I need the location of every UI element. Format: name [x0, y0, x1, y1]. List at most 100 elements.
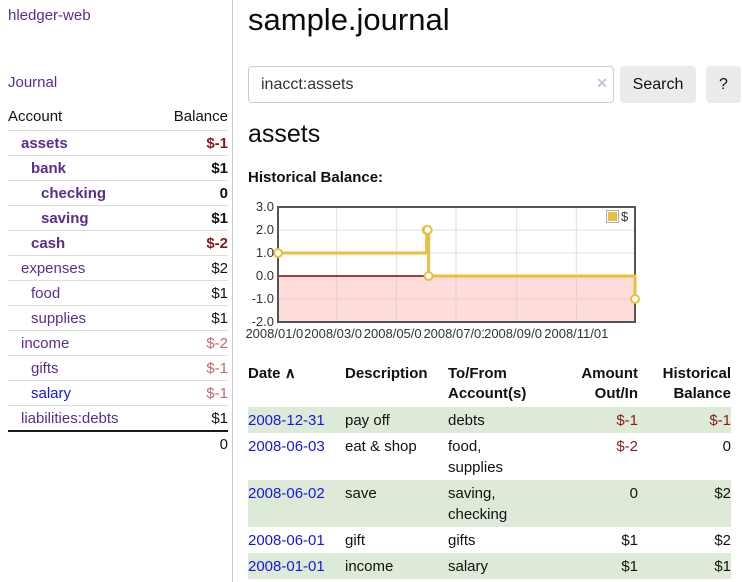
clear-search-icon[interactable]: ×	[596, 73, 608, 93]
legend-swatch-icon	[606, 210, 619, 223]
account-balance: $1	[211, 209, 228, 227]
account-balance: $2	[211, 259, 228, 277]
account-link-food[interactable]: food	[31, 284, 61, 302]
transaction-accounts: food, supplies	[448, 438, 504, 476]
transaction-description: eat & shop	[345, 438, 417, 455]
account-heading: assets	[248, 120, 321, 148]
account-row: bank $1	[8, 155, 228, 180]
account-row: cash $-2	[8, 230, 228, 255]
account-link-checking[interactable]: checking	[41, 184, 107, 202]
transaction-accounts: gifts	[448, 532, 476, 549]
account-balance: $-1	[206, 384, 228, 402]
accounts-total-value: 0	[219, 436, 228, 453]
sort-asc-icon: ∧	[284, 365, 296, 382]
account-row: assets $-1	[8, 130, 228, 155]
account-link-salary[interactable]: salary	[31, 384, 72, 402]
x-axis-tick-label: 2008/01/01	[245, 326, 311, 341]
account-balance: $-1	[206, 134, 228, 152]
account-link-bank[interactable]: bank	[31, 159, 67, 177]
accounts-table-header: Account Balance	[8, 108, 228, 130]
account-link-assets[interactable]: assets	[21, 134, 68, 152]
x-axis-tick-label: 2008/05/01	[363, 326, 430, 341]
accounts-header-account: Account	[8, 108, 63, 125]
account-link-saving[interactable]: saving	[41, 209, 89, 227]
sidebar: hledger-web Journal Account Balance asse…	[0, 0, 233, 582]
transaction-amount: 0	[552, 480, 638, 527]
help-button[interactable]: ?	[706, 66, 741, 103]
transaction-description: pay off	[345, 407, 448, 433]
transaction-date-link[interactable]: 2008-06-02	[248, 485, 325, 502]
register-row: 2008-01-01 income salary $1 $1	[248, 553, 731, 579]
y-axis-tick-label: 1.0	[255, 245, 274, 260]
account-link-income[interactable]: income	[21, 334, 70, 352]
transaction-date-link[interactable]: 2008-12-31	[248, 412, 325, 429]
column-header-accounts: To/From Account(s)	[448, 365, 527, 402]
sidebar-item-journal[interactable]: Journal	[8, 74, 58, 91]
accounts-total-row: 0	[8, 430, 228, 457]
transaction-description: save	[345, 480, 448, 527]
transaction-date-link[interactable]: 2008-06-03	[248, 438, 325, 455]
legend-label: $	[621, 209, 629, 224]
transaction-balance: 0	[722, 438, 731, 455]
search-button[interactable]: Search	[620, 66, 696, 103]
account-row: checking 0	[8, 180, 228, 205]
account-link-gifts[interactable]: gifts	[31, 359, 59, 377]
x-axis-tick-label: 2008/07/01	[423, 326, 489, 341]
register-row: 2008-12-31 pay off debts $-1 $-1	[248, 407, 731, 433]
account-row: food $1	[8, 280, 228, 305]
transaction-date-link[interactable]: 2008-06-01	[248, 532, 325, 549]
transaction-accounts: saving, checking	[448, 480, 552, 527]
transaction-balance: $2	[714, 532, 731, 549]
y-axis-tick-label: -2.0	[251, 314, 274, 329]
brand-link[interactable]: hledger-web	[8, 7, 91, 24]
register-row: 2008-06-03 eat & shop food, supplies $-2 0	[248, 433, 731, 480]
column-header-description: Description	[345, 365, 428, 382]
account-row: gifts $-1	[8, 355, 228, 380]
account-balance: $1	[211, 284, 228, 302]
chart-legend: $	[606, 209, 628, 224]
account-row: salary $-1	[8, 380, 228, 405]
search-input[interactable]	[248, 66, 614, 103]
account-balance: 0	[219, 184, 228, 202]
account-balance: $1	[211, 409, 228, 427]
y-axis-tick-label: 0.0	[255, 268, 274, 283]
balance-chart: 3.0 2.0 1.0 0.0 -1.0 -2.0 2008/01/01 2008/03/01…	[245, 199, 742, 348]
account-balance: $1	[211, 309, 228, 327]
x-axis-tick-label: 2008/09/01	[483, 326, 550, 341]
transaction-amount: $-2	[616, 438, 638, 455]
transaction-balance: $-1	[638, 407, 731, 433]
account-balance: $1	[211, 159, 228, 177]
account-link-liabilities-debts[interactable]: liabilities:debts	[21, 409, 119, 427]
account-row: liabilities:debts $1	[8, 405, 228, 430]
column-header-date[interactable]: Date ∧	[248, 365, 296, 382]
chart-plot-area	[273, 206, 640, 323]
register-header-row: Date ∧ Description To/From Account(s) Am…	[248, 364, 731, 407]
account-balance: $-1	[206, 359, 228, 377]
account-row: saving $1	[8, 205, 228, 230]
register-table: Date ∧ Description To/From Account(s) Am…	[248, 364, 731, 579]
account-row: supplies $1	[8, 305, 228, 330]
x-axis-tick-label: 2008/11/01	[543, 326, 610, 341]
column-header-amount: Amount Out/In	[581, 365, 638, 402]
account-link-cash[interactable]: cash	[31, 234, 66, 252]
account-balance: $-2	[206, 234, 228, 252]
transaction-date-link[interactable]: 2008-01-01	[248, 558, 325, 575]
transaction-description: income	[345, 553, 448, 579]
transaction-accounts: debts	[448, 407, 552, 433]
page-title: sample.journal	[248, 2, 450, 37]
y-axis-tick-label: 3.0	[255, 199, 274, 214]
accounts-table: Account Balance assets $-1 bank $1 checking 0…	[8, 108, 228, 457]
chart-title: Historical Balance:	[248, 169, 384, 186]
register-row: 2008-06-01 gift gifts $1 $2	[248, 527, 731, 553]
transaction-amount: $1	[621, 532, 638, 549]
account-row: income $-2	[8, 330, 228, 355]
x-axis-tick-label: 2008/03/01	[303, 326, 370, 341]
transaction-balance: $1	[638, 553, 731, 579]
accounts-header-balance: Balance	[173, 108, 228, 125]
account-row: expenses $2	[8, 255, 228, 280]
transaction-balance: $2	[638, 480, 731, 527]
account-link-expenses[interactable]: expenses	[21, 259, 86, 277]
account-link-supplies[interactable]: supplies	[31, 309, 87, 327]
account-balance: $-2	[206, 334, 228, 352]
transaction-description: gift	[345, 532, 366, 549]
